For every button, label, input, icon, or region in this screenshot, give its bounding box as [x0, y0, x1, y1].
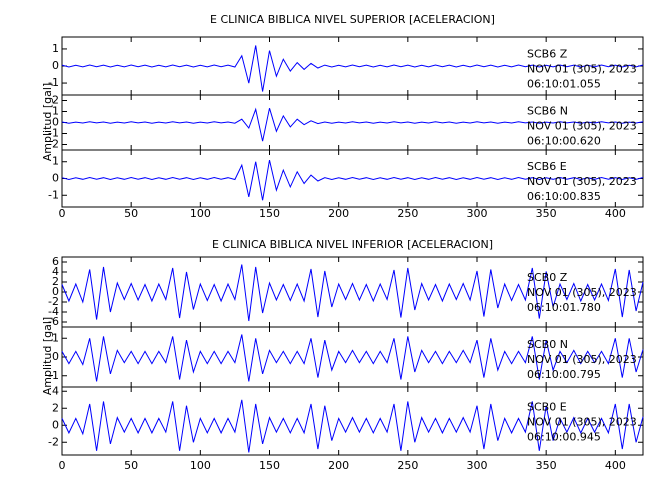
x-tick-label: 50	[124, 207, 138, 220]
station-label: SCB6 N	[527, 105, 568, 118]
waveform	[61, 45, 644, 92]
y-tick-label: -2	[48, 138, 59, 151]
y-tick-label: -6	[48, 315, 59, 328]
x-tick-label: 100	[190, 459, 211, 472]
date-label: NOV 01 (305), 2023	[527, 175, 637, 188]
y-axis-label: Amplitud [gal]	[41, 317, 54, 395]
y-tick-label: 2	[52, 401, 59, 414]
x-tick-label: 250	[397, 207, 418, 220]
time-label: 06:10:00.795	[527, 368, 601, 381]
time-label: 06:10:00.835	[527, 190, 601, 203]
x-tick-label: 400	[605, 459, 626, 472]
panel-frame	[61, 386, 644, 456]
waveform	[61, 399, 644, 453]
y-tick-label: 4	[52, 265, 59, 278]
x-tick-label: 350	[536, 459, 557, 472]
y-tick-label: -1	[48, 188, 59, 201]
y-tick-label: 0	[52, 172, 59, 185]
y-tick-label: 0	[52, 350, 59, 363]
x-tick-label: 0	[59, 207, 66, 220]
waveform	[61, 107, 644, 142]
x-tick-label: 150	[259, 459, 280, 472]
y-tick-label: 1	[52, 42, 59, 55]
station-label: SCB0 E	[527, 400, 567, 413]
waveform	[61, 264, 644, 322]
time-label: 06:10:00.945	[527, 430, 601, 443]
date-label: NOV 01 (305), 2023	[527, 353, 637, 366]
y-tick-label: 4	[52, 384, 59, 397]
x-tick-label: 400	[605, 207, 626, 220]
waveform	[61, 159, 644, 201]
y-tick-label: -1	[48, 76, 59, 89]
x-tick-label: 200	[328, 207, 349, 220]
x-tick-label: 0	[59, 459, 66, 472]
x-tick-label: 300	[467, 459, 488, 472]
y-tick-label: -1	[48, 127, 59, 140]
y-tick-label: 0	[52, 418, 59, 431]
x-tick-label: 300	[467, 207, 488, 220]
x-tick-label: 250	[397, 459, 418, 472]
x-tick-label: 350	[536, 207, 557, 220]
time-label: 06:10:01.780	[527, 301, 601, 314]
station-label: SCB6 Z	[527, 47, 568, 60]
y-axis-label: Amplitud [gal]	[41, 83, 54, 161]
date-label: NOV 01 (305), 2023	[527, 120, 637, 133]
y-tick-label: 2	[52, 94, 59, 107]
y-tick-label: 6	[52, 255, 59, 268]
y-tick-label: 0	[52, 116, 59, 129]
chart-title: E CLINICA BIBLICA NIVEL SUPERIOR [ACELER…	[210, 13, 495, 26]
y-tick-label: 0	[52, 285, 59, 298]
y-tick-label: 1	[52, 105, 59, 118]
date-label: NOV 01 (305), 2023	[527, 62, 637, 75]
date-label: NOV 01 (305), 2023	[527, 415, 637, 428]
time-label: 06:10:00.620	[527, 135, 601, 148]
station-label: SCB0 Z	[527, 271, 568, 284]
y-tick-label: -4	[48, 305, 59, 318]
time-label: 06:10:01.055	[527, 77, 601, 90]
station-label: SCB0 N	[527, 338, 568, 351]
y-tick-label: 1	[52, 331, 59, 344]
x-tick-label: 150	[259, 207, 280, 220]
station-label: SCB6 E	[527, 160, 567, 173]
date-label: NOV 01 (305), 2023	[527, 286, 637, 299]
y-tick-label: 2	[52, 275, 59, 288]
y-tick-label: -2	[48, 295, 59, 308]
y-tick-label: 1	[52, 155, 59, 168]
y-tick-label: -2	[48, 435, 59, 448]
x-tick-label: 50	[124, 459, 138, 472]
chart-title: E CLINICA BIBLICA NIVEL INFERIOR [ACELER…	[212, 238, 493, 251]
x-tick-label: 200	[328, 459, 349, 472]
x-tick-label: 100	[190, 207, 211, 220]
waveform	[61, 334, 644, 382]
y-tick-label: 0	[52, 59, 59, 72]
y-tick-label: -1	[48, 369, 59, 382]
